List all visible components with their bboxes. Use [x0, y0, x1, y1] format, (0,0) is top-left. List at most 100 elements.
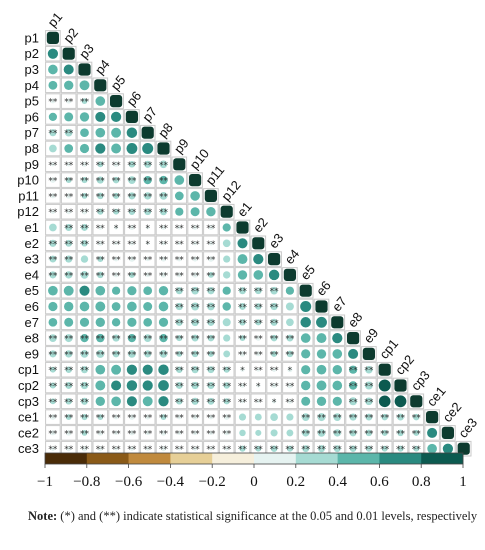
- significance-mark-e9-p4: **: [96, 350, 106, 360]
- colorbar-tick-labels: −1 −0.8 −0.6 −0.4 −0.2 0 0.2 0.4 0.6 0.8 1: [37, 474, 467, 490]
- significance-mark-cp2-p3: **: [80, 382, 90, 392]
- corr-circle-e8-p11: [207, 334, 215, 342]
- corr-circle-e2-e1: [237, 238, 248, 249]
- row-label-p10: p10: [17, 173, 39, 188]
- significance-mark-e9-e1: **: [238, 350, 248, 360]
- column-label-e8: e8: [345, 309, 366, 330]
- corr-circle-p12-p6: [128, 208, 136, 215]
- corr-circle-cp3-cp2: [394, 395, 407, 408]
- corr-circle-e9-p4: [96, 349, 105, 358]
- significance-mark-p9-p5: **: [112, 161, 122, 171]
- corr-circle-ce2-e1: [239, 429, 246, 437]
- column-label-p1: p1: [44, 9, 65, 30]
- significance-mark-e4-p10: **: [191, 271, 201, 281]
- column-label-cp1: cp1: [376, 336, 401, 362]
- corr-circle-cp3-e7: [332, 396, 342, 406]
- corr-circle-e3-p4: [97, 256, 104, 263]
- corr-circle-e4-p4: [97, 271, 104, 279]
- corr-circle-e9-p2: [65, 350, 73, 358]
- corr-circle-ce2-e4: [286, 429, 294, 437]
- corr-circle-e9-p9: [176, 350, 183, 357]
- corr-circle-ce1-cp1: [381, 413, 388, 421]
- significance-mark-e1-p4: **: [96, 224, 106, 234]
- corr-circle-cp2-p8: [158, 380, 169, 391]
- significance-mark-e8-p1: **: [48, 335, 58, 345]
- significance-mark-ce2-p8: **: [159, 429, 169, 439]
- significance-mark-ce3-cp1: **: [380, 445, 390, 455]
- significance-mark-e3-p2: **: [64, 256, 74, 266]
- significance-mark-e3-p4: **: [96, 256, 106, 266]
- significance-mark-e8-p4: **: [96, 335, 106, 345]
- significance-mark-e7-e1: **: [238, 319, 248, 329]
- corr-circle-e4-e3: [268, 269, 280, 281]
- corr-circle-ce3-p1: [50, 446, 56, 451]
- corr-circle-e6-p3: [79, 301, 90, 312]
- corr-circle-cp2-p10: [191, 381, 199, 390]
- diagonal-mark-e2: [252, 237, 265, 250]
- corr-circle-e1-p7: [145, 225, 150, 230]
- row-label-p6: p6: [25, 109, 39, 124]
- corr-circle-ce2-cp2: [397, 429, 404, 437]
- significance-mark-e4-p4: **: [96, 271, 106, 281]
- corr-circle-ce1-p10: [192, 414, 198, 420]
- row-label-p12: p12: [17, 204, 39, 219]
- row-label-e1: e1: [25, 220, 39, 235]
- significance-mark-cp2-e9: **: [364, 382, 374, 392]
- corr-circle-ce3-p9: [177, 446, 182, 451]
- significance-mark-ce3-e5: **: [301, 445, 311, 455]
- corr-circle-e4-p12: [223, 271, 231, 279]
- significance-mark-e9-e4: **: [285, 350, 295, 360]
- significance-mark-ce1-p10: **: [191, 414, 201, 424]
- corr-circle-e9-p7: [144, 350, 152, 358]
- corr-circle-e6-p9: [175, 302, 183, 311]
- significance-mark-e6-p10: **: [191, 303, 201, 313]
- corr-circle-p9-p5: [113, 161, 119, 168]
- significance-mark-e7-p11: **: [206, 319, 216, 329]
- corr-circle-e8-e6: [316, 333, 327, 344]
- significance-mark-p9-p6: **: [127, 161, 137, 171]
- significance-mark-cp2-p1: **: [48, 382, 58, 392]
- significance-mark-cp3-e8: **: [349, 398, 359, 408]
- corr-circle-ce2-p2: [65, 430, 72, 436]
- corr-circle-cp2-e6: [316, 380, 327, 391]
- significance-mark-ce1-e9: **: [364, 414, 374, 424]
- significance-mark-ce1-p6: **: [127, 414, 137, 424]
- significance-mark-cp3-e3: *: [272, 398, 277, 408]
- corr-circle-ce1-p6: [129, 414, 135, 420]
- colorbar-segment: [421, 453, 464, 464]
- significance-mark-cp3-p1: **: [48, 398, 58, 408]
- corr-circle-e8-p5: [112, 334, 120, 342]
- corr-circle-p10-p2: [65, 177, 72, 184]
- corr-circle-cp1-p2: [65, 366, 72, 373]
- significance-mark-e9-e2: **: [254, 350, 264, 360]
- corr-circle-cp1-p10: [191, 366, 199, 374]
- corr-circle-e8-e5: [300, 333, 311, 343]
- corr-circle-cp2-p7: [142, 380, 153, 391]
- significance-mark-p7-p2: **: [64, 129, 74, 139]
- corr-circle-e3-p9: [177, 256, 182, 262]
- corr-circle-p8-p5: [111, 143, 122, 154]
- significance-mark-ce3-p11: **: [206, 445, 216, 455]
- corr-circle-ce2-cp1: [381, 429, 388, 436]
- corr-circle-p6-p5: [110, 111, 122, 123]
- corr-circle-p7-p4: [95, 127, 106, 138]
- corr-circle-p11-p4: [97, 192, 104, 200]
- corr-circle-e5-e2: [254, 287, 262, 295]
- corr-circle-p12-p2: [66, 209, 72, 215]
- row-label-ce3: ce3: [18, 441, 39, 456]
- significance-mark-p10-p4: **: [96, 177, 106, 187]
- significance-mark-e7-e3: **: [270, 319, 280, 329]
- corr-circle-ce1-p4: [97, 414, 104, 421]
- corr-circle-e4-p10: [192, 272, 198, 278]
- corr-circle-cp2-p1: [49, 382, 56, 389]
- corr-circle-cp1-e8: [348, 365, 358, 374]
- corr-circle-cp1-e1: [240, 367, 245, 372]
- corr-circle-e5-p12: [222, 286, 231, 295]
- significance-mark-ce3-p12: **: [222, 445, 232, 455]
- significance-mark-p9-p2: **: [64, 161, 74, 171]
- corr-circle-ce2-p7: [145, 430, 150, 436]
- corr-circle-e1-p5: [114, 225, 119, 230]
- significance-mark-ce3-p3: **: [80, 445, 90, 455]
- corr-circle-ce3-p10: [193, 446, 198, 451]
- significance-mark-ce2-p9: **: [175, 429, 185, 439]
